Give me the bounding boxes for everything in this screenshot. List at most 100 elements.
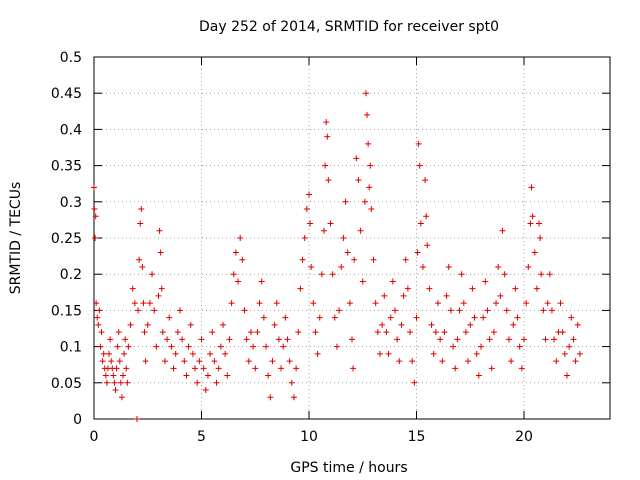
data-point (484, 307, 491, 314)
data-point (396, 358, 403, 365)
data-point (172, 350, 179, 357)
data-point (372, 300, 379, 307)
data-point (415, 140, 422, 147)
data-point (561, 350, 568, 357)
data-point (168, 343, 175, 350)
data-point (327, 220, 334, 227)
data-point (402, 256, 409, 263)
y-tick-label: 0.1 (60, 340, 82, 356)
data-point (355, 177, 362, 184)
data-point (460, 300, 467, 307)
data-point (423, 213, 430, 220)
data-point (100, 350, 107, 357)
data-point (310, 300, 317, 307)
data-point (441, 329, 448, 336)
y-tick-label: 0.35 (51, 159, 82, 175)
data-point (368, 206, 375, 213)
data-point (189, 350, 196, 357)
data-point (469, 285, 476, 292)
data-point (269, 358, 276, 365)
data-point (548, 307, 555, 314)
y-axis-label: SRMTID / TECUs (8, 182, 24, 295)
x-tick-label: 5 (197, 429, 206, 445)
data-point (462, 329, 469, 336)
data-point (525, 263, 532, 270)
y-tick-label: 0.25 (51, 231, 82, 247)
data-point (392, 307, 398, 314)
data-point (122, 336, 129, 343)
data-point (91, 206, 98, 213)
data-point (546, 271, 553, 278)
data-point (308, 263, 315, 270)
data-point (570, 336, 577, 343)
data-point (107, 336, 114, 343)
data-point (252, 365, 259, 372)
data-point (404, 285, 411, 292)
data-point (196, 358, 203, 365)
data-point (174, 329, 181, 336)
data-point (142, 358, 149, 365)
data-point (465, 358, 472, 365)
data-point (490, 329, 497, 336)
y-tick-label: 0.3 (60, 195, 82, 211)
data-point (260, 314, 267, 321)
data-point (271, 321, 278, 328)
y-tick-label: 0.05 (51, 376, 82, 392)
x-tick-label: 20 (515, 429, 533, 445)
data-point (493, 300, 500, 307)
data-point (531, 249, 538, 256)
data-point (357, 227, 364, 234)
data-point (299, 256, 306, 263)
data-point (98, 329, 105, 336)
data-point (495, 263, 502, 270)
data-point (364, 111, 371, 118)
data-point (537, 235, 544, 241)
data-point (478, 343, 484, 350)
data-point (349, 336, 355, 343)
data-point (181, 358, 188, 365)
y-tick-label: 0 (73, 412, 82, 428)
data-point (138, 206, 145, 213)
data-point (370, 256, 377, 263)
data-point (467, 321, 474, 328)
data-point (177, 307, 183, 314)
data-point (416, 162, 423, 169)
data-point (273, 300, 280, 307)
data-point (164, 336, 171, 343)
data-point (394, 336, 401, 343)
data-point (106, 350, 113, 357)
data-point (278, 365, 285, 372)
data-point (316, 314, 323, 321)
data-point (544, 300, 551, 307)
data-point (213, 379, 220, 386)
data-point (413, 314, 420, 321)
data-point (293, 365, 300, 372)
x-tick-label: 10 (300, 429, 318, 445)
data-point (198, 336, 205, 343)
data-point (505, 336, 512, 343)
data-point (144, 321, 151, 328)
data-point (361, 198, 368, 205)
data-point (127, 321, 134, 328)
data-point (424, 242, 431, 249)
data-point (514, 314, 521, 321)
data-point (497, 292, 504, 299)
data-point (280, 343, 287, 350)
data-point (209, 329, 216, 336)
data-point (241, 307, 248, 314)
data-point (542, 336, 549, 343)
data-point (389, 278, 396, 285)
data-point (452, 365, 459, 372)
data-point (136, 256, 143, 263)
data-point (96, 307, 103, 314)
data-point (129, 285, 136, 292)
data-point (367, 162, 374, 169)
y-tick-label: 0.15 (51, 303, 82, 319)
data-point (435, 300, 441, 307)
data-point (125, 343, 132, 350)
data-point (137, 220, 144, 227)
data-point (336, 307, 343, 314)
data-point (290, 394, 297, 401)
data-point (146, 300, 153, 307)
